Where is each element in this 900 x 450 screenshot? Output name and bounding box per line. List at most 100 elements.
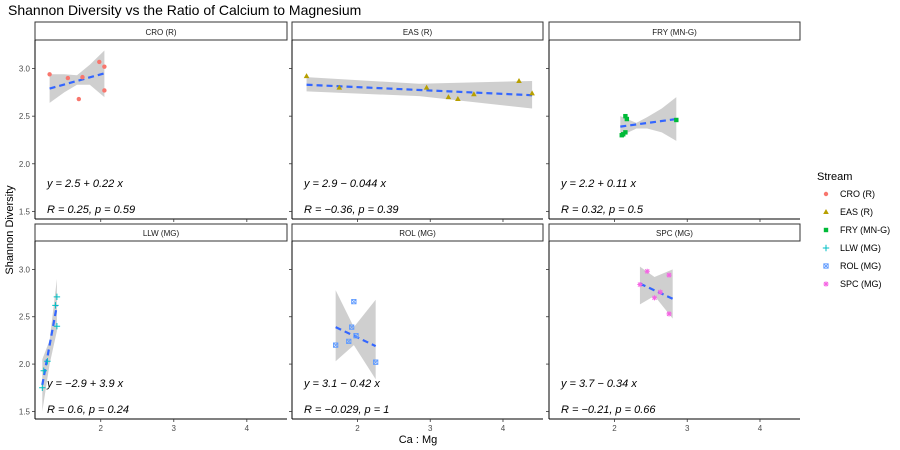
confidence-band: [639, 266, 673, 319]
data-point: [97, 59, 102, 65]
data-point: [346, 338, 352, 345]
chart-title: Shannon Diversity vs the Ratio of Calciu…: [8, 2, 361, 18]
facet-panel: FRY (MN-G) y = 2.2 + 0.11 x R = 0.32, p = …: [546, 21, 801, 222]
facet-strip-label: EAS (R): [403, 28, 433, 37]
regression-line: [41, 305, 58, 386]
correlation-stats: R = 0.32, p = 0.5: [561, 204, 644, 216]
facet-strip-label: FRY (MN-G): [652, 28, 697, 37]
regression-equation: y = 2.5 + 0.22 x: [46, 178, 123, 190]
data-point: [455, 96, 461, 102]
facet-strip: [548, 223, 801, 242]
y-axis-title: Shannon Diversity: [4, 185, 16, 275]
data-point: [76, 96, 82, 102]
facet-panel: SPC (MG) 2 3 4 y = 3.7 − 0.34 x R = −0.21, p …: [546, 223, 801, 433]
data-point: [349, 324, 355, 330]
data-point: [373, 359, 379, 365]
regression-equation: y = 3.7 − 0.34 x: [560, 378, 637, 390]
data-point: [823, 281, 829, 287]
data-point: [333, 342, 339, 348]
data-point: [823, 263, 829, 269]
data-point: [303, 73, 310, 79]
facet-strip: [291, 21, 544, 41]
data-point: [644, 268, 650, 274]
legend-label: EAS (R): [840, 207, 873, 217]
data-point: [65, 75, 71, 81]
data-point: [471, 91, 477, 97]
facet-strip: [34, 223, 288, 242]
data-point: [53, 323, 61, 330]
facet-strip: [291, 223, 544, 242]
x-tick-label: 4: [501, 424, 506, 433]
confidence-band: [49, 50, 105, 103]
legend-item: ROL (MG): [823, 261, 881, 271]
legend-title: Stream: [817, 171, 852, 183]
data-point: [102, 64, 107, 69]
y-tick-label: 3.0: [19, 65, 31, 74]
y-tick-label: 2.0: [19, 360, 31, 369]
confidence-band: [306, 77, 533, 109]
data-point: [53, 293, 61, 301]
correlation-stats: R = −0.029, p = 1: [304, 404, 389, 416]
x-tick-label: 4: [758, 424, 763, 433]
facet-panel: ROL (MG) 2 3 4 y = 3.1 − 0.42 x R = −0.029, p…: [289, 223, 544, 433]
data-point: [666, 272, 672, 278]
data-point: [823, 227, 829, 233]
data-point: [47, 72, 52, 77]
data-point: [351, 298, 357, 305]
legend-item: SPC (MG): [823, 279, 882, 289]
correlation-stats: R = 0.6, p = 0.24: [47, 404, 129, 416]
legend-label: LLW (MG): [840, 243, 881, 253]
data-point: [39, 384, 46, 391]
legend-item: LLW (MG): [822, 243, 881, 253]
y-tick-label: 2.5: [19, 112, 31, 121]
data-point: [621, 132, 626, 137]
x-tick-label: 3: [685, 424, 690, 433]
facet-strip-label: ROL (MG): [399, 229, 436, 238]
confidence-band: [620, 97, 677, 141]
data-point: [44, 358, 51, 365]
facet-panel: LLW (MG) 1.5 2.0 2.5 3.0 2 3 4 y = −2.9 + 3.9 x R…: [19, 223, 288, 433]
regression-equation: y = 2.9 − 0.044 x: [303, 178, 386, 190]
legend-label: SPC (MG): [840, 279, 882, 289]
y-tick-label: 3.0: [19, 265, 31, 274]
facet-panel: EAS (R) y = 2.9 − 0.044 x R = −0.36, p = 0…: [289, 21, 544, 222]
facet-strip-label: CRO (R): [145, 28, 176, 37]
facet-strip: [548, 21, 801, 41]
regression-equation: y = −2.9 + 3.9 x: [46, 378, 124, 390]
data-point: [623, 113, 628, 119]
x-tick-label: 2: [612, 424, 617, 433]
correlation-stats: R = 0.25, p = 0.59: [47, 204, 135, 216]
correlation-stats: R = −0.36, p = 0.39: [304, 204, 399, 216]
data-point: [666, 311, 672, 317]
correlation-stats: R = −0.21, p = 0.66: [561, 404, 656, 416]
facet-strip-label: LLW (MG): [143, 229, 180, 238]
data-point: [423, 84, 430, 90]
legend-item: EAS (R): [823, 207, 873, 217]
data-point: [674, 117, 679, 123]
x-tick-label: 3: [428, 424, 433, 433]
legend-label: ROL (MG): [840, 261, 881, 271]
data-point: [353, 333, 359, 339]
legend-item: CRO (R): [823, 189, 875, 199]
legend-label: CRO (R): [840, 189, 875, 199]
regression-line: [639, 282, 674, 300]
x-tick-label: 4: [245, 424, 250, 433]
data-point: [651, 295, 658, 301]
data-point: [445, 94, 452, 100]
y-tick-label: 1.5: [19, 407, 31, 416]
y-tick-label: 1.5: [19, 207, 31, 216]
data-point: [52, 302, 59, 309]
x-tick-label: 3: [172, 424, 177, 433]
data-point: [624, 116, 630, 122]
data-point: [823, 191, 829, 197]
regression-equation: y = 3.1 − 0.42 x: [303, 378, 380, 390]
data-point: [516, 77, 522, 83]
x-axis-title: Ca : Mg: [399, 434, 438, 446]
y-tick-label: 2.0: [19, 160, 31, 169]
data-point: [657, 289, 663, 295]
legend: Stream CRO (R) EAS (R) FRY (MN-G) LLW (MG) R…: [817, 171, 890, 289]
data-point: [80, 74, 85, 80]
data-point: [336, 84, 343, 90]
data-point: [529, 90, 535, 96]
